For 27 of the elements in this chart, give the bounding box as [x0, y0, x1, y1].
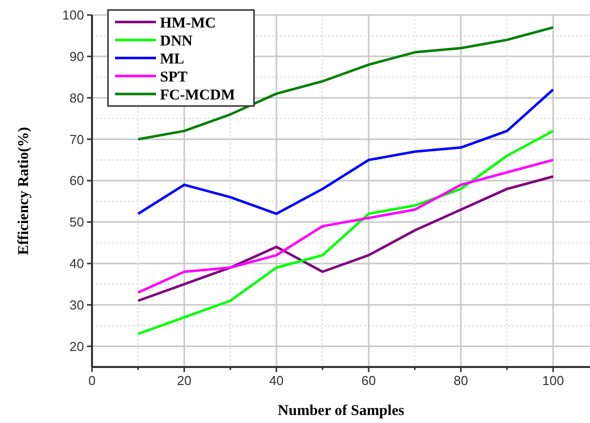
- x-tick-label: 80: [454, 373, 468, 388]
- line-series: [136, 158, 554, 294]
- y-tick-label: 60: [70, 173, 84, 188]
- legend-label: ML: [160, 51, 184, 68]
- line-series: [136, 26, 554, 140]
- y-tick-label: 30: [70, 297, 84, 312]
- line-series: [136, 130, 554, 336]
- x-tick-label: 0: [88, 373, 96, 388]
- legend-label: HM-MC: [160, 15, 216, 32]
- y-tick-label: 100: [62, 8, 84, 23]
- x-tick-label: 20: [176, 373, 192, 388]
- x-axis-title: Number of Samples: [278, 403, 404, 419]
- y-tick-label: 70: [70, 132, 84, 147]
- legend-label: FC-MCDM: [160, 87, 235, 104]
- line-series: [136, 175, 554, 302]
- y-tick-label: 40: [70, 256, 84, 272]
- y-tick-label: 80: [70, 90, 84, 106]
- x-tick-label: 60: [361, 373, 376, 388]
- x-tick-label: 40: [269, 373, 284, 388]
- y-tick-label: 20: [70, 338, 84, 354]
- y-tick-label: 90: [70, 48, 84, 64]
- y-tick-label: 50: [70, 214, 84, 230]
- legend-label: SPT: [160, 69, 188, 86]
- line-series: [136, 88, 554, 216]
- y-axis-title: Efficiency Ratio(%): [16, 127, 32, 255]
- legend-label: DNN: [160, 33, 193, 50]
- x-tick-label: 100: [542, 373, 564, 388]
